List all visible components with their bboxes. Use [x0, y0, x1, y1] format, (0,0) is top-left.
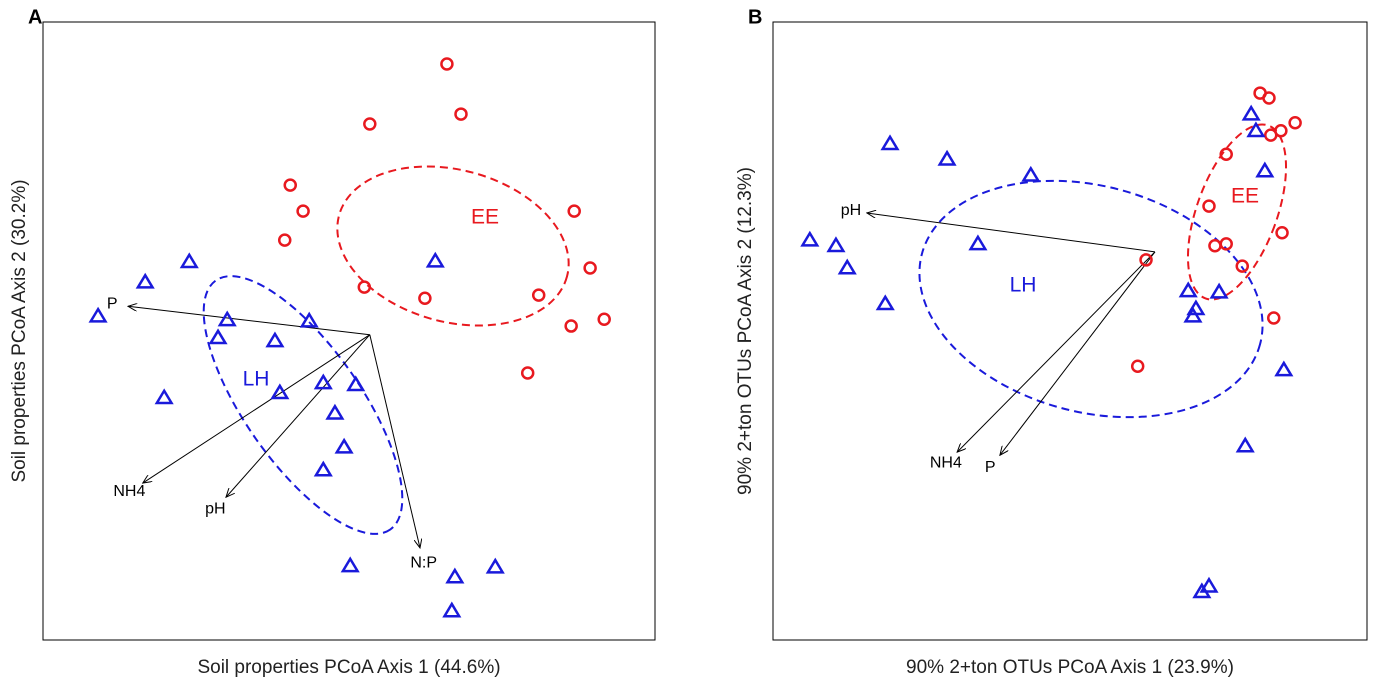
ee-ellipse: [1186, 123, 1288, 301]
vector-arrow: [143, 334, 371, 483]
point: [208, 328, 228, 345]
panel-label: A: [28, 6, 42, 28]
point: [357, 280, 372, 294]
cluster-label: EE: [1231, 185, 1259, 208]
point: [1219, 237, 1233, 251]
point: [520, 366, 535, 380]
point: [583, 261, 597, 275]
point: [1183, 306, 1203, 323]
y-axis-title: Soil properties PCoA Axis 2 (30.2%): [9, 179, 30, 482]
plot-frame: [42, 21, 656, 641]
point: [1275, 225, 1289, 240]
point: [1274, 360, 1294, 377]
point: [485, 557, 505, 574]
vector-arrow: [226, 334, 371, 498]
point: [837, 258, 857, 275]
point: [1235, 259, 1250, 273]
point: [425, 251, 445, 268]
point: [154, 388, 174, 405]
vector-label: P: [985, 459, 996, 476]
point: [597, 312, 611, 327]
point: [1209, 282, 1229, 299]
vector-label: NH4: [930, 455, 962, 472]
point: [88, 306, 108, 323]
point: [217, 310, 237, 327]
point: [1192, 582, 1212, 599]
point: [442, 601, 462, 618]
cluster-label: LH: [243, 368, 270, 391]
plot-frame: [772, 21, 1368, 641]
point: [1199, 576, 1219, 593]
vector-label: NH4: [113, 483, 145, 500]
point: [1178, 281, 1198, 298]
point: [1208, 238, 1222, 253]
point: [299, 311, 319, 328]
point: [440, 57, 454, 71]
x-axis-title: Soil properties PCoA Axis 1 (44.6%): [197, 657, 500, 678]
vector-arrow: [128, 306, 370, 336]
point: [325, 403, 345, 420]
point: [937, 149, 957, 166]
vector-label: P: [107, 296, 118, 313]
point: [1262, 91, 1276, 105]
point: [1288, 115, 1302, 130]
point: [1255, 161, 1275, 178]
point: [880, 134, 900, 151]
point: [445, 567, 465, 584]
point: [968, 234, 988, 251]
point: [265, 331, 285, 348]
point: [567, 204, 581, 218]
vector-arrow: [867, 213, 1156, 253]
cluster-label: LH: [1010, 274, 1037, 297]
vector-arrow: [369, 334, 420, 548]
point: [1202, 199, 1216, 213]
point: [270, 383, 290, 400]
point: [1266, 311, 1281, 325]
panel-label: B: [748, 6, 762, 28]
point: [283, 178, 297, 192]
vector-arrow: [1000, 251, 1156, 455]
point: [1246, 121, 1266, 138]
point: [346, 375, 366, 392]
point: [1130, 359, 1145, 373]
point: [1219, 147, 1233, 162]
point: [1235, 436, 1255, 453]
x-axis-title: 90% 2+ton OTUs PCoA Axis 1 (23.9%): [906, 657, 1234, 678]
point: [1241, 104, 1261, 121]
vector-label: N:P: [410, 555, 437, 572]
point: [340, 556, 360, 573]
lh-ellipse: [918, 179, 1264, 419]
lh-ellipse: [202, 275, 404, 535]
point: [1264, 128, 1278, 142]
vector-label: pH: [205, 500, 225, 517]
point: [531, 288, 546, 302]
vector-arrow: [957, 251, 1156, 452]
point: [454, 107, 468, 121]
point: [564, 319, 578, 333]
point: [296, 204, 310, 218]
vector-label: pH: [841, 202, 861, 219]
point: [179, 252, 199, 269]
point: [135, 272, 155, 289]
point: [363, 117, 377, 131]
point: [826, 236, 846, 253]
point: [277, 233, 292, 247]
point: [313, 460, 333, 477]
ee-ellipse: [336, 165, 570, 327]
point: [875, 294, 895, 311]
point: [313, 373, 333, 390]
cluster-label: EE: [471, 206, 499, 229]
point: [1021, 165, 1041, 182]
y-axis-title: 90% 2+ton OTUs PCoA Axis 2 (12.3%): [735, 167, 756, 495]
point: [418, 291, 432, 305]
point: [1139, 253, 1153, 267]
point: [334, 437, 354, 454]
point: [800, 230, 820, 247]
